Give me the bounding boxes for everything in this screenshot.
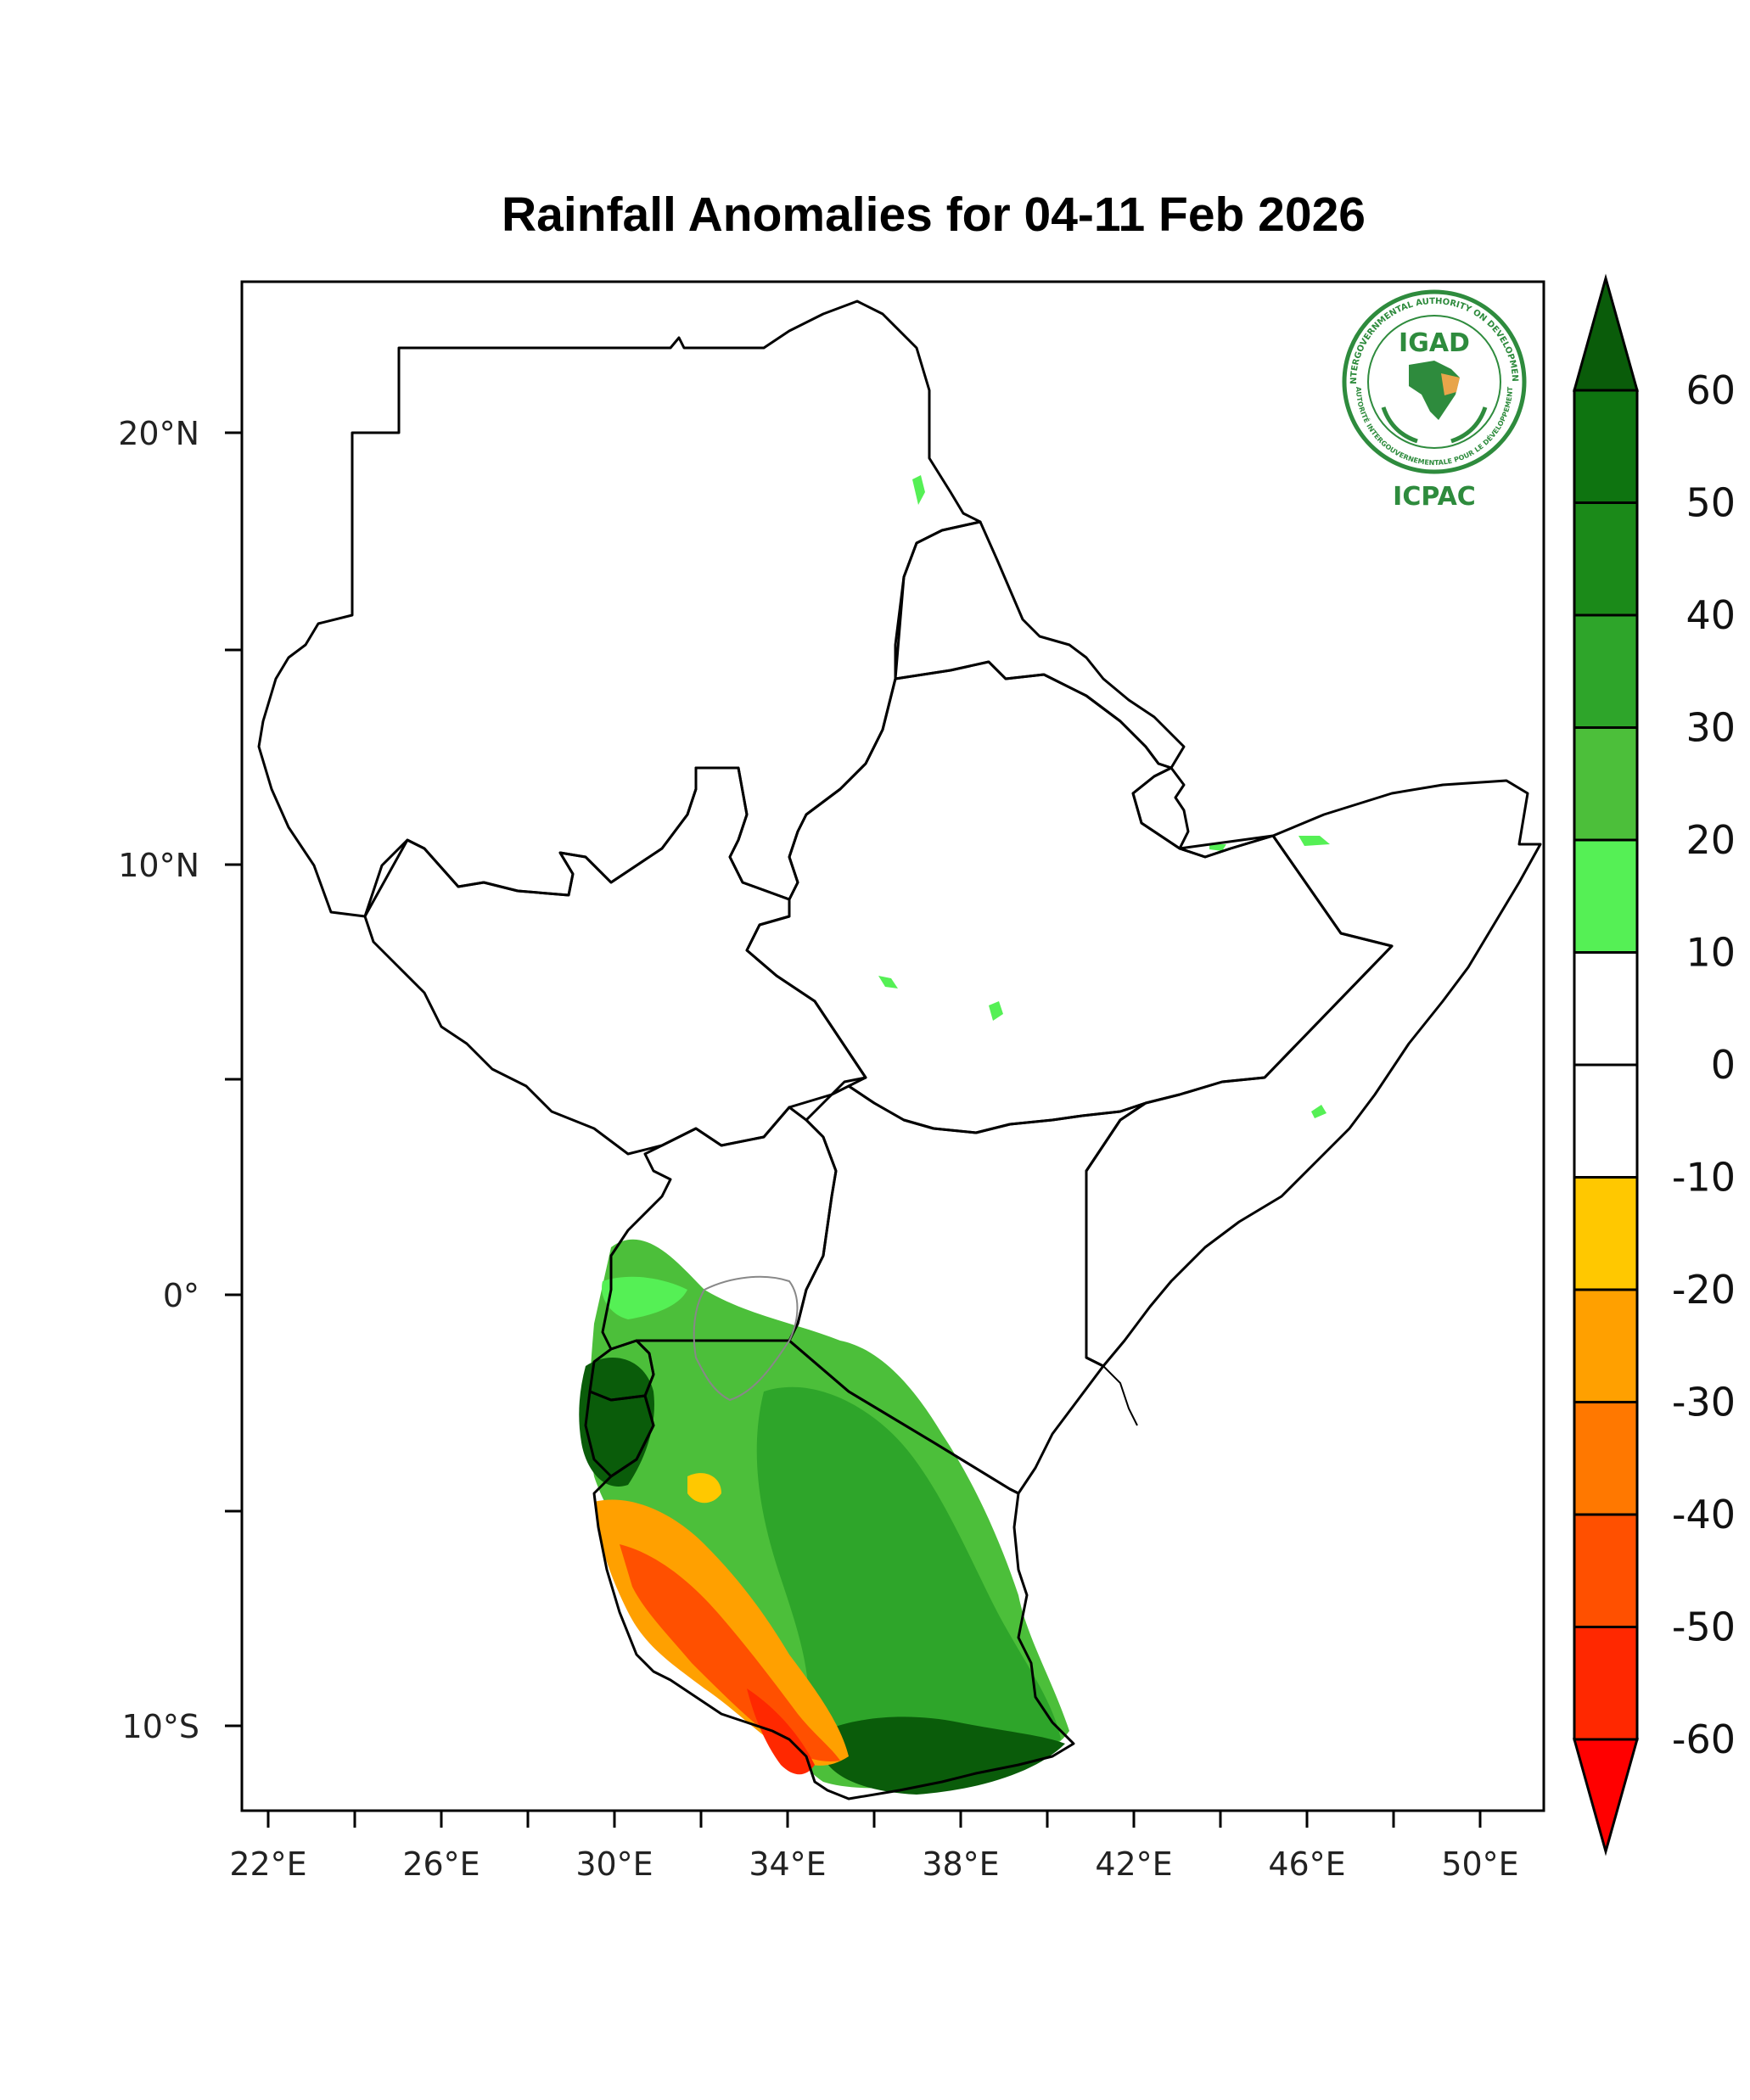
colorbar-segment [1573, 1626, 1639, 1741]
lat-label-10n: 10°N [118, 847, 199, 884]
colorbar-segment [1573, 951, 1639, 1067]
wet-patch-somalia [1311, 1105, 1327, 1118]
colorbar-label: 10 [1685, 930, 1736, 976]
logo-igad-text: IGAD [1399, 328, 1470, 358]
longitude-axis [266, 1811, 1482, 1828]
colorbar-segment [1573, 1513, 1639, 1628]
colorbar-segment [1573, 1063, 1639, 1179]
lon-label-42e: 42°E [1095, 1845, 1172, 1883]
lon-label-50e: 50°E [1441, 1845, 1518, 1883]
lon-label-34e: 34°E [749, 1845, 826, 1883]
boundary-tanzania [592, 1339, 1075, 1800]
wet-patch-ethiopia-2 [878, 976, 898, 988]
colorbar-label: 40 [1685, 592, 1736, 638]
laurel-right-icon [1450, 406, 1488, 444]
colorbar-top-triangle [1573, 273, 1639, 392]
igad-icpac-logo: INTERGOVERNMENTAL AUTHORITY ON DEVELOPME… [1342, 289, 1527, 512]
colorbar-label: -40 [1672, 1492, 1736, 1537]
colorbar-label: -30 [1672, 1380, 1736, 1425]
colorbar-label: 30 [1685, 705, 1736, 751]
laurel-left-icon [1381, 406, 1418, 444]
colorbar-label: 20 [1685, 817, 1736, 863]
lon-label-30e: 30°E [575, 1845, 653, 1883]
boundary-eritrea [894, 520, 1186, 770]
wet-extreme-anomaly-west [579, 1358, 654, 1487]
map-title: Rainfall Anomalies for 04-11 Feb 2026 [502, 188, 1366, 242]
horn-of-africa-highlight-icon [1441, 373, 1460, 395]
logo-icpac-text: ICPAC [1393, 482, 1476, 512]
colorbar-label: -60 [1672, 1716, 1736, 1762]
map-content [257, 300, 1542, 1800]
wet-patch-ethiopia-1 [989, 1001, 1003, 1021]
colorbar-segment [1573, 1176, 1639, 1291]
colorbar-segment [1573, 1401, 1639, 1516]
wet-low-anomaly-uganda [602, 1276, 687, 1319]
boundary-djibouti [1131, 766, 1190, 850]
wet-patch-somaliland [1298, 836, 1330, 846]
dry-extreme-anomaly [747, 1688, 815, 1775]
wet-high-anomaly [756, 1386, 1061, 1778]
colorbar-segment [1573, 1288, 1639, 1403]
colorbar: 60 50 40 30 20 10 0 -10 -20 -30 -40 -50 -60 [1573, 273, 1736, 1856]
logo-inner-ring [1367, 315, 1501, 449]
colorbar-label: 50 [1685, 480, 1736, 526]
wet-patch-djibouti [1209, 844, 1226, 851]
colorbar-segment [1573, 501, 1639, 617]
lon-label-46e: 46°E [1268, 1845, 1345, 1883]
rainfall-anomaly-fields [579, 475, 1330, 1795]
colorbar-label: -50 [1672, 1604, 1736, 1650]
latitude-axis [225, 431, 242, 1728]
colorbar-segment [1573, 726, 1639, 842]
dry-high-anomaly [620, 1544, 840, 1761]
lon-label-38e: 38°E [922, 1845, 999, 1883]
coastline [1102, 1365, 1138, 1426]
colorbar-segment [1573, 838, 1639, 954]
wet-extreme-anomaly-south [823, 1716, 1065, 1795]
colorbar-bottom-triangle [1573, 1738, 1639, 1856]
dry-low-anomaly [687, 1473, 721, 1504]
lat-label-20n: 20°N [118, 415, 199, 452]
colorbar-label: 0 [1711, 1042, 1736, 1088]
lat-label-0: 0° [163, 1277, 199, 1314]
colorbar-segment [1573, 613, 1639, 729]
lat-label-10s: 10°S [122, 1708, 199, 1745]
lon-label-26e: 26°E [402, 1845, 480, 1883]
colorbar-label: -10 [1672, 1155, 1736, 1201]
wet-patch-eritrea [912, 475, 925, 505]
country-boundaries [257, 300, 1542, 1800]
boundary-somalia [1085, 779, 1542, 1368]
colorbar-label: 60 [1685, 367, 1736, 413]
lake-victoria [693, 1275, 799, 1401]
colorbar-label: -20 [1672, 1267, 1736, 1313]
colorbar-segment [1573, 389, 1639, 504]
lon-label-22e: 22°E [229, 1845, 306, 1883]
